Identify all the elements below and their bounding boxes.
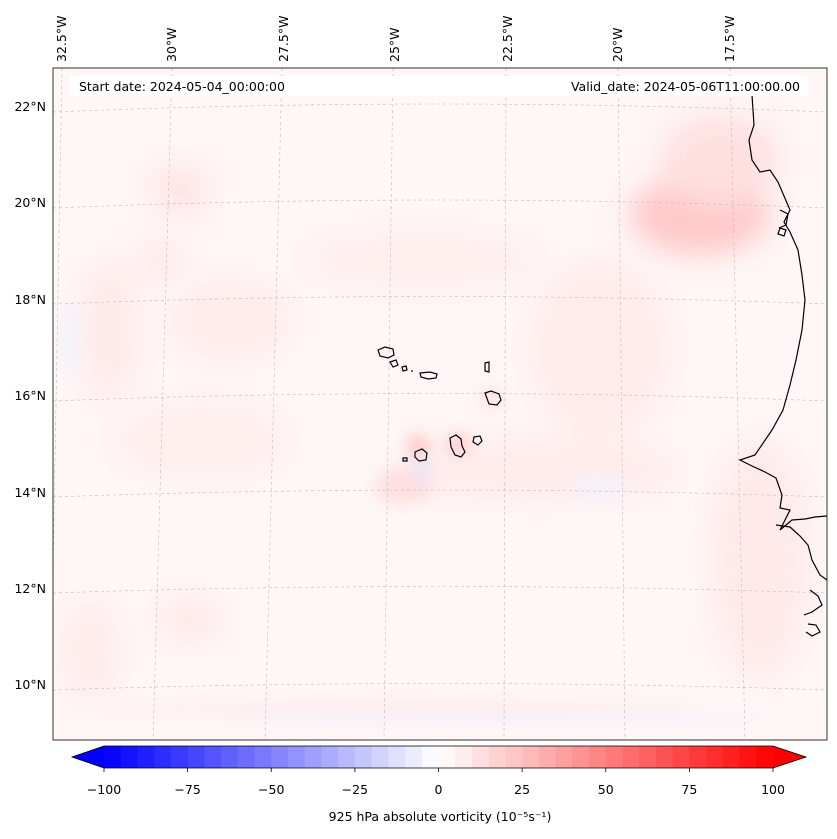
lat-label-20n: 20°N (14, 195, 46, 210)
colorbar-segment (104, 746, 122, 768)
coastlines (377, 94, 827, 637)
lat-label-16n: 16°N (14, 388, 46, 403)
lon-label-32-5w: 32.5°W (54, 16, 69, 62)
africa-coastline (738, 94, 827, 531)
lat-label-10n: 10°N (14, 677, 46, 692)
colorbar-segment (605, 746, 624, 768)
colorbar-segment (522, 746, 540, 768)
colorbar-tick-label: 100 (761, 782, 785, 797)
colorbar-segment (471, 746, 490, 768)
colorbar-segment (672, 746, 690, 768)
colorbar-tick-label: −50 (258, 782, 284, 797)
lon-label-27-5w: 27.5°W (276, 16, 291, 62)
lat-label-22n: 22°N (14, 99, 46, 114)
colorbar-segment (438, 746, 456, 768)
colorbar-segment (371, 746, 389, 768)
colorbar-segment (271, 746, 289, 768)
colorbar-segment (204, 746, 222, 768)
colorbar-extend-low (72, 746, 104, 768)
colorbar-tick-label: 0 (435, 782, 443, 797)
colorbar-segment (421, 746, 440, 768)
lat-label-14n: 14°N (14, 485, 46, 500)
valid-date-label: Valid_date: 2024-05-06T11:00:00.00 (571, 79, 800, 94)
colorbar-tick-label: −75 (174, 782, 200, 797)
colorbar-segment (120, 746, 139, 768)
colorbar-segment (304, 746, 323, 768)
colorbar-segment (706, 746, 724, 768)
lon-label-25w: 25°W (387, 27, 402, 62)
colorbar-segment (572, 746, 590, 768)
lon-label-22-5w: 22.5°W (500, 16, 515, 62)
colorbar-tick-label: 25 (514, 782, 530, 797)
colorbar-segment (589, 746, 607, 768)
colorbar-segment (505, 746, 523, 768)
colorbar-segment (756, 746, 774, 768)
colorbar-segment (338, 746, 356, 768)
start-date-label: Start date: 2024-05-04_00:00:00 (79, 79, 285, 94)
colorbar (70, 745, 808, 769)
colorbar-segment (321, 746, 339, 768)
colorbar-segment (221, 746, 239, 768)
map-frame (52, 67, 828, 741)
colorbar-segment (622, 746, 640, 768)
colorbar-segment (455, 746, 473, 768)
colorbar-segment (538, 746, 557, 768)
colorbar-segment (405, 746, 423, 768)
lon-label-30w: 30°W (164, 27, 179, 62)
colorbar-tick-label: 75 (681, 782, 697, 797)
colorbar-segment (722, 746, 741, 768)
colorbar-segment (354, 746, 373, 768)
lon-label-20w: 20°W (610, 27, 625, 62)
colorbar-tick-label: 50 (598, 782, 614, 797)
colorbar-ticks: −100 −75 −50 −25 0 25 50 75 100 (87, 768, 785, 797)
colorbar-segment (287, 746, 306, 768)
colorbar-tick-label: −25 (342, 782, 368, 797)
lon-label-17-5w: 17.5°W (722, 16, 737, 62)
vorticity-field (53, 68, 827, 740)
colorbar-segment (154, 746, 172, 768)
colorbar-segment (237, 746, 256, 768)
colorbar-segment (739, 746, 757, 768)
colorbar-segment (254, 746, 272, 768)
colorbar-segment (639, 746, 657, 768)
colorbar-segment (187, 746, 205, 768)
colorbar-segment (388, 746, 406, 768)
lat-label-12n: 12°N (14, 581, 46, 596)
colorbar-segment (655, 746, 674, 768)
header-banner (70, 76, 808, 96)
lat-label-18n: 18°N (14, 292, 46, 307)
colorbar-segment (137, 746, 155, 768)
longitude-labels: 32.5°W 30°W 27.5°W 25°W 22.5°W 20°W 17.5… (54, 16, 737, 62)
latitude-labels: 22°N 20°N 18°N 16°N 14°N 12°N 10°N (14, 99, 46, 692)
colorbar-extend-high (773, 746, 806, 768)
colorbar-label: 925 hPa absolute vorticity (10⁻⁵s⁻¹) (329, 809, 552, 824)
colorbar-segment (689, 746, 707, 768)
colorbar-segment (555, 746, 573, 768)
colorbar-segment (170, 746, 189, 768)
gridlines (53, 68, 827, 740)
colorbar-tick-label: −100 (87, 782, 121, 797)
colorbar-segment (488, 746, 507, 768)
